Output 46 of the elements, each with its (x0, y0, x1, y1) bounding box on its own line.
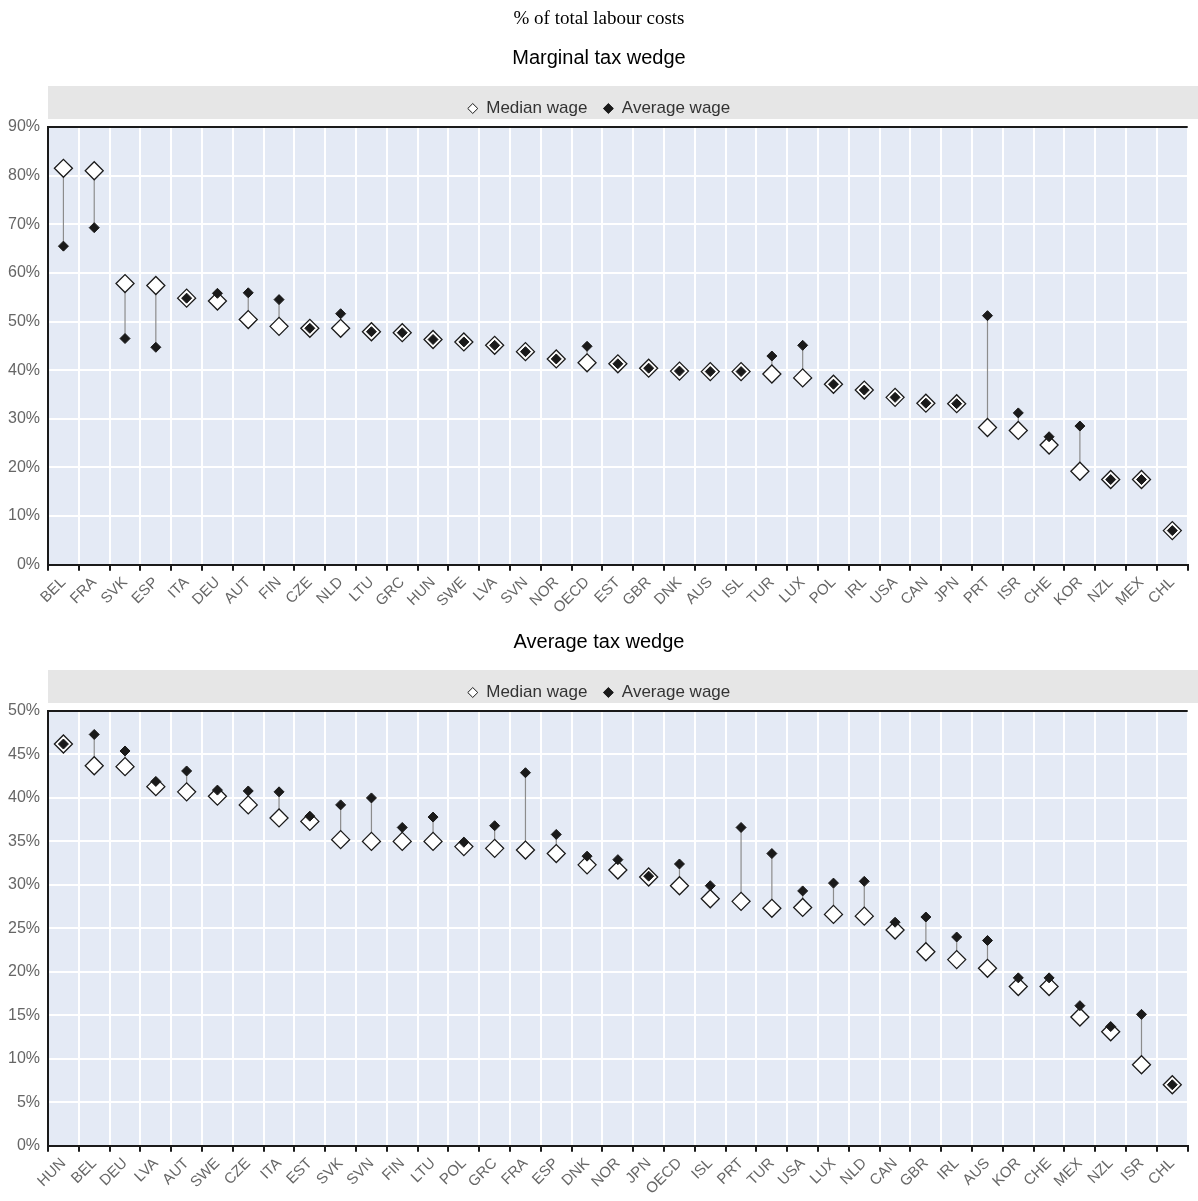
x-tick-label: BEL (67, 1154, 100, 1187)
legend-label: Average wage (621, 98, 731, 118)
y-tick-label: 10% (7, 506, 41, 524)
y-tick-label: 5% (16, 1092, 41, 1110)
x-tick-label: POL (805, 573, 839, 607)
y-tick-label: 35% (7, 831, 41, 849)
y-tick-label: 0% (16, 1136, 41, 1154)
x-tick-label: FIN (378, 1154, 408, 1184)
legend-label: Average wage (621, 682, 731, 702)
y-tick-label: 10% (7, 1049, 41, 1067)
y-tick-label: 70% (7, 214, 41, 232)
x-tick-label: CHL (1144, 1154, 1178, 1188)
x-tick-label: ISR (993, 572, 1024, 603)
x-tick-label: LVA (130, 1154, 161, 1185)
chart-title: Marginal tax wedge (512, 45, 686, 68)
y-tick-label: 40% (7, 360, 41, 378)
y-tick-label: 50% (7, 311, 41, 329)
x-tick-label: CHL (1144, 573, 1178, 607)
y-tick-label: 20% (7, 457, 41, 475)
x-tick-label: ITA (256, 1154, 285, 1182)
x-tick-label: POL (435, 1154, 469, 1188)
x-tick-label: FIN (254, 573, 285, 603)
x-tick-label: BEL (36, 573, 69, 606)
x-tick-label: IRL (933, 1154, 962, 1183)
y-tick-label: 0% (16, 555, 41, 573)
x-tick-label: ISL (687, 1154, 716, 1182)
y-tick-label: 60% (7, 263, 41, 281)
chart-subtitle: % of total labour costs (512, 6, 686, 30)
legend-label: Median wage (486, 682, 588, 702)
x-tick-label: ITA (163, 573, 192, 601)
y-tick-label: 25% (7, 918, 41, 936)
legend-label: Median wage (486, 98, 588, 118)
x-tick-label: NZL (1083, 573, 1116, 606)
y-tick-label: 20% (7, 962, 41, 980)
x-tick-label: LVA (469, 573, 500, 604)
y-tick-label: 80% (7, 166, 41, 184)
y-tick-label: 30% (7, 875, 41, 893)
y-tick-label: 50% (7, 701, 41, 719)
y-tick-label: 45% (7, 744, 41, 762)
y-tick-label: 30% (7, 409, 41, 427)
y-tick-label: 90% (7, 117, 41, 135)
x-tick-label: ISR (1116, 1153, 1147, 1184)
y-tick-label: 40% (7, 788, 41, 806)
chart-title: Average tax wedge (513, 629, 685, 652)
y-tick-label: 15% (7, 1005, 41, 1023)
x-tick-label: NZL (1083, 1154, 1116, 1187)
